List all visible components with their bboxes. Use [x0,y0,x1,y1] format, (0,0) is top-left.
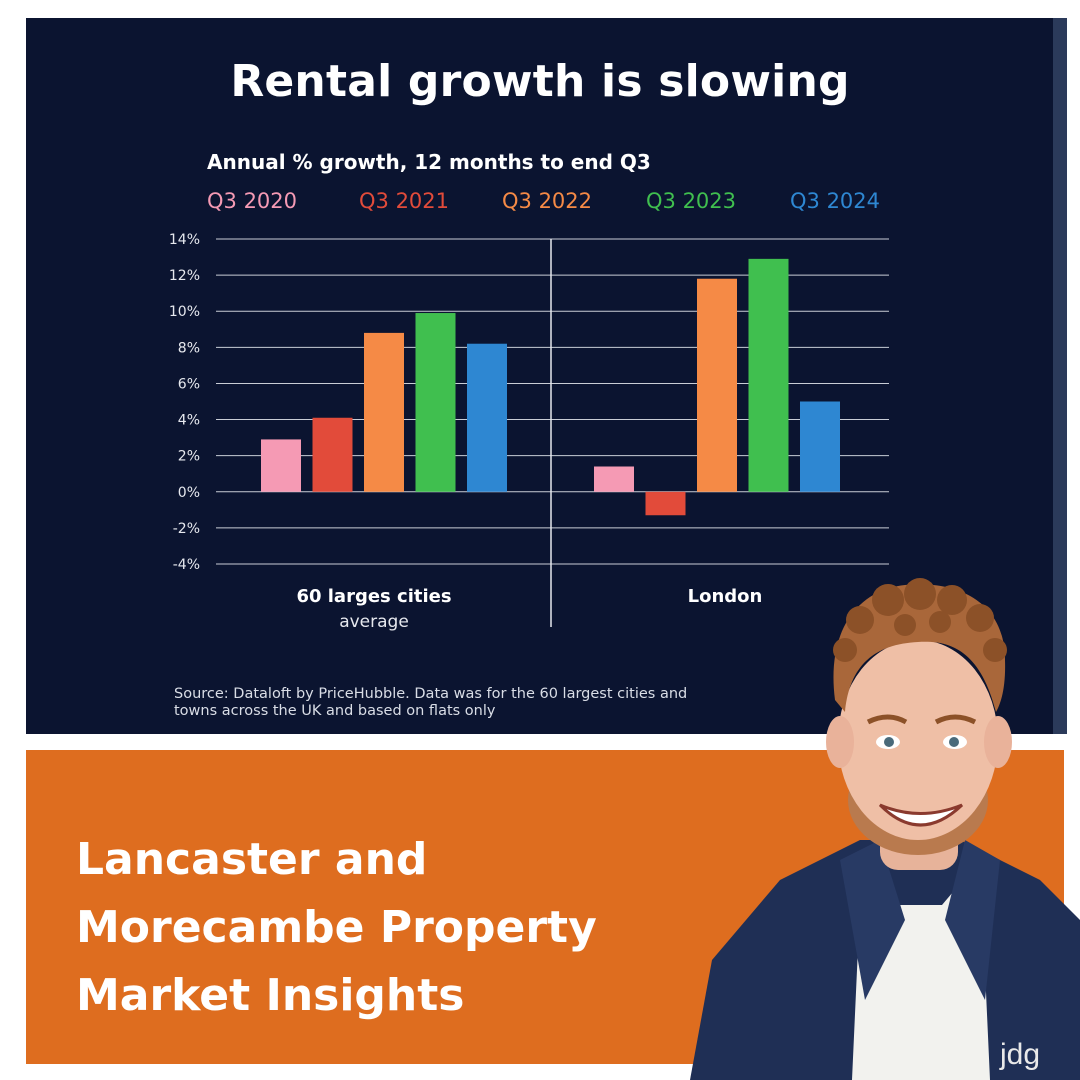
face [838,640,998,840]
bar [364,332,404,492]
brow-right [934,714,977,725]
chart-card-edge [1053,18,1067,734]
bar [312,417,353,492]
pupil-right [949,737,959,747]
hair-curls [833,578,1007,662]
legend-item-q3-2020: Q3 2020 [207,189,298,213]
bar [261,439,301,492]
bar [645,491,686,516]
category-label: 60 larges cities [296,586,451,607]
pupil-left [884,737,894,747]
headline-line-2: Morecambe Property [76,902,597,953]
chart-title: Rental growth is slowing [230,56,850,107]
bar [800,401,840,492]
legend-item-q3-2021: Q3 2021 [359,189,450,213]
y-tick-label: 8% [178,340,200,356]
chart-subtitle: Annual % growth, 12 months to end Q3 [207,150,651,174]
y-tick-label: 4% [178,413,200,429]
category-sublabel: average [339,612,409,632]
y-tick-label: 14% [169,232,200,248]
y-tick-label: 0% [178,485,200,501]
y-tick-label: 2% [178,449,200,465]
y-tick-label: 12% [169,268,200,284]
bar-chart: 14% 12% 10% 8% 6% 4% 2% 0% -2% -4% 60 larges citie… [169,232,889,632]
y-tick-label: 10% [169,304,200,320]
y-tick-label: 6% [178,376,200,392]
bar [748,258,789,492]
banner-headline: Lancaster and Morecambe Property Market … [76,826,696,1030]
ear-left [826,716,854,768]
ear-right [984,716,1012,768]
bar [415,313,456,492]
legend-item-q3-2024: Q3 2024 [790,189,881,213]
brow-left [866,714,908,725]
bar [594,466,634,492]
category-label: London [688,586,763,607]
legend-item-q3-2022: Q3 2022 [502,189,593,213]
source-note: Source: Dataloft by PriceHubble. Data wa… [174,686,688,719]
y-tick-label: -4% [173,557,200,573]
headline-line-3: Market Insights [76,970,465,1021]
vest-logo: jdg [999,1038,1040,1071]
jacket-collar-left [840,840,905,1000]
hair [833,584,1006,712]
smile [878,803,964,827]
headline-line-1: Lancaster and [76,834,428,885]
legend-item-q3-2023: Q3 2023 [646,189,737,213]
bar [697,278,737,492]
bar [467,343,507,492]
jacket-collar-right [945,840,1000,1000]
y-tick-label: -2% [173,521,200,537]
